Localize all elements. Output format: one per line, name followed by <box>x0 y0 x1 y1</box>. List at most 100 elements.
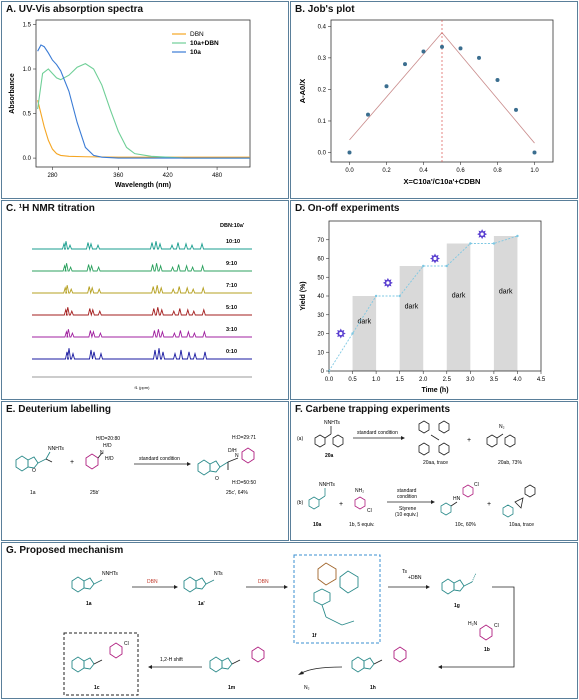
x-tick-label-b: 0.6 <box>456 168 465 174</box>
nmr-trace-2 <box>32 285 252 295</box>
nmr-trace-1 <box>32 263 252 273</box>
g-label-1m: 1m <box>228 685 236 691</box>
g-h2n: H₂N <box>468 621 478 627</box>
n2-loss-arrow <box>301 666 343 674</box>
label-hd-right: H/D <box>105 456 114 462</box>
light-on-icon-center-0 <box>339 331 343 336</box>
nmr-legend-title: DBN:10a' <box>220 223 245 229</box>
nmr-trace-label-4: 3:10 <box>226 327 237 333</box>
panel-deuterium: E. Deuterium labelling O NNHTs 1a + H/D … <box>1 401 289 541</box>
panel-mechanism: G. Proposed mechanism NNHTs 1a DBN NTs 1… <box>1 542 578 699</box>
label-1b: 1b, 5 equiv. <box>349 522 374 528</box>
atom-n-25c: N <box>235 453 239 459</box>
y-tick-label-d: 50 <box>317 275 324 281</box>
cond-styrene: Styrene <box>399 506 416 512</box>
yield-point-d <box>398 294 401 298</box>
nmr-trace-0 <box>32 241 252 251</box>
y-tick-label-b: 0.2 <box>318 87 327 93</box>
g-label-1g: 1g <box>454 603 460 609</box>
g-cl-1b: Cl <box>494 623 499 629</box>
y-axis-label-a: Absorbance <box>9 73 16 114</box>
dark-region-0 <box>352 296 377 371</box>
yield-point-d <box>445 264 448 268</box>
panel-carbene-trapping: F. Carbene trapping experiments (a) NNHT… <box>290 401 578 541</box>
x-tick-label-b: 0.0 <box>345 168 354 174</box>
panel-c-title: C. ¹H NMR titration <box>6 203 95 214</box>
g-nts: NTs <box>214 571 223 577</box>
x-tick-label-d: 4.0 <box>513 377 522 383</box>
g-label-1h: 1h <box>370 685 376 691</box>
label-20a: 20a <box>325 453 334 459</box>
cond-b2: condition <box>397 494 417 500</box>
data-point-b <box>347 150 352 155</box>
label-20ab: 20ab, 73% <box>498 460 522 466</box>
series-line-a-0 <box>37 100 250 158</box>
x-tick-label-a: 280 <box>47 173 58 179</box>
molecule-1c <box>71 642 123 673</box>
g-dbn-3: +DBN <box>408 575 422 581</box>
molecule-1m <box>209 646 265 673</box>
label-nh2: NH₂ <box>355 488 364 494</box>
light-on-icon-center-1 <box>386 281 390 285</box>
g-cl-1c: Cl <box>124 641 129 647</box>
panel-uv-vis: A. UV-Vis absorption spectra 280 360 420 48… <box>1 1 289 199</box>
x-tick-label-b: 0.8 <box>493 168 502 174</box>
yield-point-d <box>351 332 354 335</box>
y-tick-label-b: 0.1 <box>318 119 327 125</box>
molecule-1g <box>441 572 477 595</box>
yield-line-d <box>328 235 518 372</box>
molecule-1a <box>15 451 53 472</box>
nmr-trace-5 <box>32 348 252 360</box>
data-point-b <box>477 55 481 60</box>
x-tick-label-d: 4.5 <box>537 377 546 383</box>
atom-o-25c: O <box>215 476 219 482</box>
dark-label-3: dark <box>499 289 513 296</box>
label-10aa: 10aa, trace <box>509 522 534 528</box>
yield-point-d <box>516 234 519 238</box>
dark-region-3 <box>493 236 518 371</box>
molecule-25c <box>197 457 239 476</box>
reaction-arrow-head <box>187 462 191 466</box>
cond-equiv: (10 equiv.) <box>395 512 419 518</box>
legend-label-a-0: DBN <box>190 31 204 38</box>
plot-frame-a <box>35 19 251 168</box>
series-line-a-1 <box>37 63 250 159</box>
molecule-25b <box>85 452 103 470</box>
yield-point-d <box>374 294 378 298</box>
nmr-x-label: f1 (ppm) <box>135 385 151 390</box>
plus-f2: + <box>339 501 343 508</box>
molecule-1h <box>351 646 407 673</box>
molecule-1b <box>354 496 366 510</box>
x-tick-label-d: 3.5 <box>490 377 499 383</box>
atom-o: O <box>32 468 36 474</box>
nmr-trace-label-1: 9:10 <box>226 261 237 267</box>
data-point-b <box>384 84 389 89</box>
box-1f <box>293 554 381 644</box>
x-tick-label-d: 2.5 <box>443 377 452 383</box>
yield-point-d <box>469 242 472 245</box>
x-tick-label-b: 0.4 <box>419 168 428 174</box>
yield-point-d <box>492 242 496 245</box>
dark-region-2 <box>446 243 471 371</box>
arrow-condition: standard condition <box>139 456 180 462</box>
molecule-g-1a2 <box>183 576 215 593</box>
y-tick-label-d: 0 <box>321 369 325 375</box>
panel-b-title: B. Job's plot <box>295 4 355 15</box>
label-nnhts-10a: NNHTs <box>319 482 335 488</box>
label-25c: 25c', 64% <box>226 490 248 496</box>
label-20aa: 20aa, trace <box>423 460 448 466</box>
g-n2: N₂ <box>304 685 310 691</box>
y-tick-label-b: 0.0 <box>318 151 327 157</box>
g-label-1f: 1f <box>312 633 317 639</box>
y-tick-label-d: 70 <box>317 238 324 244</box>
x-tick-label-a: 480 <box>212 173 223 179</box>
x-tick-label-b: 1.0 <box>530 168 539 174</box>
nmr-trace-label-3: 5:10 <box>226 305 237 311</box>
g-label-1a2: 1a' <box>198 601 205 607</box>
legend-label-a-1: 10a+DBN <box>190 40 219 47</box>
data-point-b <box>514 107 518 112</box>
series-line-a-2 <box>37 44 250 159</box>
label-ratio-2: H:D=50:50 <box>232 480 256 486</box>
fit-line-b-0 <box>349 32 443 141</box>
dark-region-1 <box>399 266 424 371</box>
